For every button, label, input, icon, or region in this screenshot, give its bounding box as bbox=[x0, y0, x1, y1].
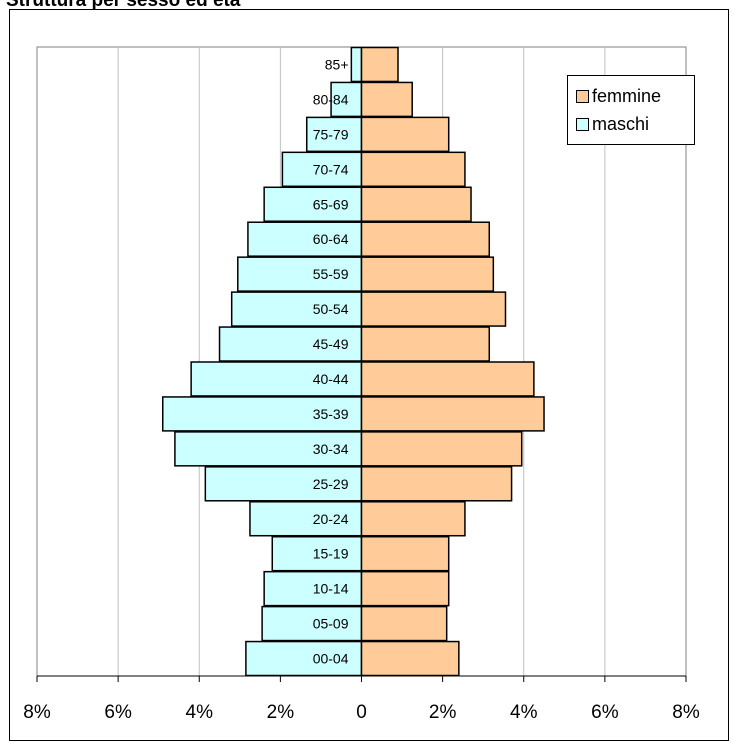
chart-title: Struttura per sesso ed età bbox=[6, 0, 241, 11]
bar-femmine-55-59 bbox=[360, 256, 495, 292]
bar-femmine-35-39 bbox=[360, 396, 545, 432]
legend-label-femmine: femmine bbox=[592, 85, 662, 106]
bar-femmine-80-84 bbox=[360, 81, 413, 118]
x-tick-label: 2% bbox=[429, 702, 457, 723]
bar-maschi-20-24 bbox=[249, 501, 363, 537]
bar-femmine-75-79 bbox=[360, 116, 450, 153]
category-label: 35-39 bbox=[313, 406, 349, 422]
bar-femmine-15-19 bbox=[360, 535, 450, 572]
category-label: 30-34 bbox=[313, 441, 349, 457]
legend-item-femmine: femmine bbox=[576, 85, 661, 107]
bar-maschi-45-49 bbox=[218, 326, 363, 362]
bar-maschi-00-04 bbox=[245, 640, 363, 677]
category-label: 05-09 bbox=[313, 616, 349, 632]
legend-item-maschi: maschi bbox=[576, 113, 649, 135]
x-tick-label: 8% bbox=[23, 702, 51, 723]
bar-femmine-30-34 bbox=[360, 431, 523, 467]
bar-femmine-45-49 bbox=[360, 326, 491, 362]
category-label: 80-84 bbox=[313, 91, 349, 107]
bar-maschi-40-44 bbox=[190, 361, 363, 397]
category-label: 25-29 bbox=[313, 476, 349, 492]
bar-femmine-25-29 bbox=[360, 466, 513, 502]
bar-maschi-70-74 bbox=[281, 151, 363, 188]
category-label: 70-74 bbox=[313, 161, 349, 177]
bar-maschi-35-39 bbox=[161, 396, 363, 432]
bar-femmine-70-74 bbox=[360, 151, 466, 188]
x-tick-label: 0 bbox=[356, 702, 367, 723]
bar-femmine-40-44 bbox=[360, 361, 535, 397]
category-label: 75-79 bbox=[313, 126, 349, 142]
category-label: 40-44 bbox=[313, 371, 349, 387]
bar-maschi-15-19 bbox=[271, 535, 363, 572]
chart-frame: 00-04 05-09 10-14 15-19 20-24 25-29 30-34 35-39… bbox=[9, 9, 729, 741]
legend-label-maschi: maschi bbox=[592, 113, 650, 134]
x-tick-label: 4% bbox=[186, 702, 214, 723]
x-tick-label: 6% bbox=[104, 702, 132, 723]
category-labels: 00-04 05-09 10-14 15-19 20-24 25-29 30-34 35-39… bbox=[313, 56, 349, 666]
bar-maschi-85+ bbox=[350, 46, 363, 83]
x-tick-label: 2% bbox=[267, 702, 295, 723]
bar-maschi-75-79 bbox=[305, 116, 363, 153]
category-label: 50-54 bbox=[313, 301, 349, 317]
bar-maschi-55-59 bbox=[237, 256, 363, 292]
x-tick-label: 8% bbox=[672, 702, 700, 723]
bar-femmine-50-54 bbox=[360, 291, 507, 327]
bar-femmine-10-14 bbox=[360, 570, 450, 607]
bar-femmine-60-64 bbox=[360, 221, 491, 257]
category-label: 65-69 bbox=[313, 196, 349, 212]
category-label: 55-59 bbox=[313, 266, 349, 282]
category-label: 20-24 bbox=[313, 511, 349, 527]
bar-femmine-05-09 bbox=[360, 605, 448, 642]
population-pyramid-chart: 00-04 05-09 10-14 15-19 20-24 25-29 30-34 35-39… bbox=[23, 46, 700, 723]
bar-femmine-85+ bbox=[360, 46, 399, 83]
bar-maschi-30-34 bbox=[174, 431, 363, 467]
bar-femmine-20-24 bbox=[360, 501, 466, 537]
category-label: 10-14 bbox=[313, 581, 349, 597]
category-label: 85+ bbox=[325, 56, 349, 72]
legend-swatch-femmine bbox=[576, 89, 589, 103]
category-label: 60-64 bbox=[313, 231, 349, 247]
bar-maschi-65-69 bbox=[263, 186, 363, 222]
bar-maschi-25-29 bbox=[204, 466, 363, 502]
category-label: 45-49 bbox=[313, 336, 349, 352]
category-label: 15-19 bbox=[313, 546, 349, 562]
bars bbox=[161, 46, 545, 677]
x-tick-label: 4% bbox=[510, 702, 538, 723]
x-tick-label: 6% bbox=[591, 702, 619, 723]
bar-femmine-00-04 bbox=[360, 640, 460, 677]
bar-maschi-05-09 bbox=[261, 605, 363, 642]
bar-maschi-50-54 bbox=[230, 291, 363, 327]
bar-femmine-65-69 bbox=[360, 186, 472, 222]
legend-swatch-maschi bbox=[576, 117, 589, 131]
x-axis: 8% 6% 4% 2% 0 2% 4% 6% 8% bbox=[23, 675, 700, 723]
bar-maschi-80-84 bbox=[330, 81, 363, 118]
category-label: 00-04 bbox=[313, 651, 349, 667]
legend: femmine maschi bbox=[567, 75, 695, 145]
